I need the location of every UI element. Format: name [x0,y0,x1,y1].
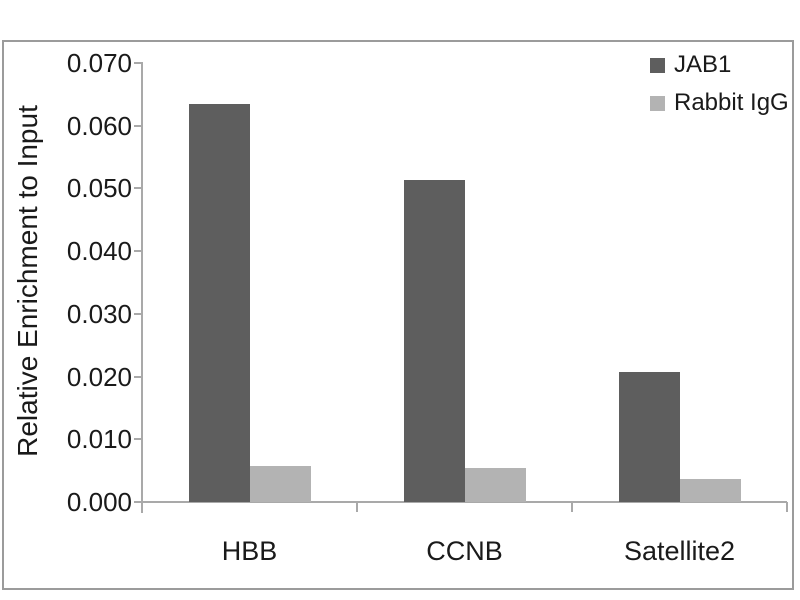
bar-rabbit-igg-satellite2 [679,479,741,502]
bar-jab1-ccnb [403,180,465,502]
bar-jab1-satellite2 [618,372,680,502]
y-tick-label: 0.010 [66,424,132,455]
y-tick-label: 0.060 [66,110,132,141]
y-axis-line [141,62,143,513]
x-tick-mark [571,502,573,512]
bar-rabbit-igg-hbb [249,466,311,502]
legend-label: JAB1 [674,51,732,78]
y-tick-mark [134,375,142,378]
y-tick-label: 0.030 [66,298,132,329]
legend-swatch-icon [650,57,665,73]
x-category-label-hbb: HBB [221,536,278,566]
y-tick-mark [134,312,142,315]
y-tick-label: 0.040 [66,236,132,267]
x-category-label-ccnb: CCNB [426,536,503,566]
x-axis-line [141,501,787,503]
bar-rabbit-igg-ccnb [464,468,526,502]
y-tick-label: 0.070 [66,48,132,78]
legend: JAB1 Rabbit IgG [650,51,789,117]
legend-swatch-icon [650,95,665,111]
y-tick-mark [134,438,142,441]
legend-item-jab1: JAB1 [650,51,789,79]
y-tick-mark [134,250,142,253]
y-tick-mark [134,62,142,64]
bar-jab1-hbb [188,104,250,502]
y-tick-label: 0.000 [66,487,132,517]
x-category-label-satellite2: Satellite2 [623,536,736,566]
legend-item-rabbit-igg: Rabbit IgG [650,89,789,117]
y-tick-mark [134,187,142,190]
y-tick-mark [134,124,142,127]
y-tick-label: 0.050 [66,173,132,204]
x-tick-mark [356,502,358,512]
y-tick-label: 0.020 [66,361,132,392]
x-tick-mark [786,502,788,512]
y-tick-mark [134,501,142,503]
legend-label: Rabbit IgG [674,89,789,116]
